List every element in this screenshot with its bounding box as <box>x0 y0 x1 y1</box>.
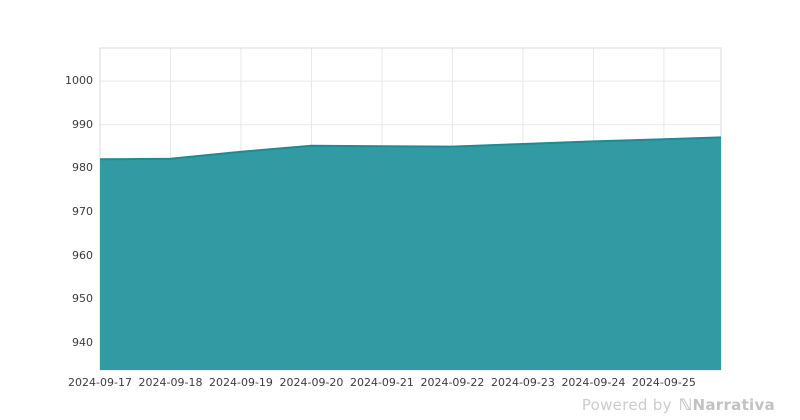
x-tick-label: 2024-09-18 <box>138 376 203 389</box>
watermark: Powered by ℕNarrativa <box>582 395 775 414</box>
narrativa-logo-icon: ℕ <box>678 395 693 414</box>
x-tick-label: 2024-09-20 <box>279 376 344 389</box>
x-tick-label: 2024-09-17 <box>68 376 132 389</box>
area-fill <box>100 137 721 370</box>
x-tick-label: 2024-09-19 <box>209 376 273 389</box>
y-tick-label: 990 <box>72 117 93 131</box>
y-tick-label: 1000 <box>65 74 93 88</box>
x-tick-label: 2024-09-24 <box>561 376 626 389</box>
x-tick-label: 2024-09-22 <box>420 376 485 389</box>
x-tick-label: 2024-09-23 <box>490 376 555 389</box>
watermark-brand: Narrativa <box>692 396 775 414</box>
y-tick-label: 970 <box>72 205 93 219</box>
y-tick-label: 960 <box>72 248 93 262</box>
x-tick-label: 2024-09-25 <box>631 376 696 389</box>
x-tick-label: 2024-09-21 <box>349 376 414 389</box>
y-tick-label: 980 <box>72 161 93 175</box>
y-tick-label: 940 <box>72 335 93 349</box>
series-line <box>99 136 722 161</box>
y-tick-label: 950 <box>72 292 93 306</box>
watermark-powered-by: Powered by <box>581 396 672 414</box>
